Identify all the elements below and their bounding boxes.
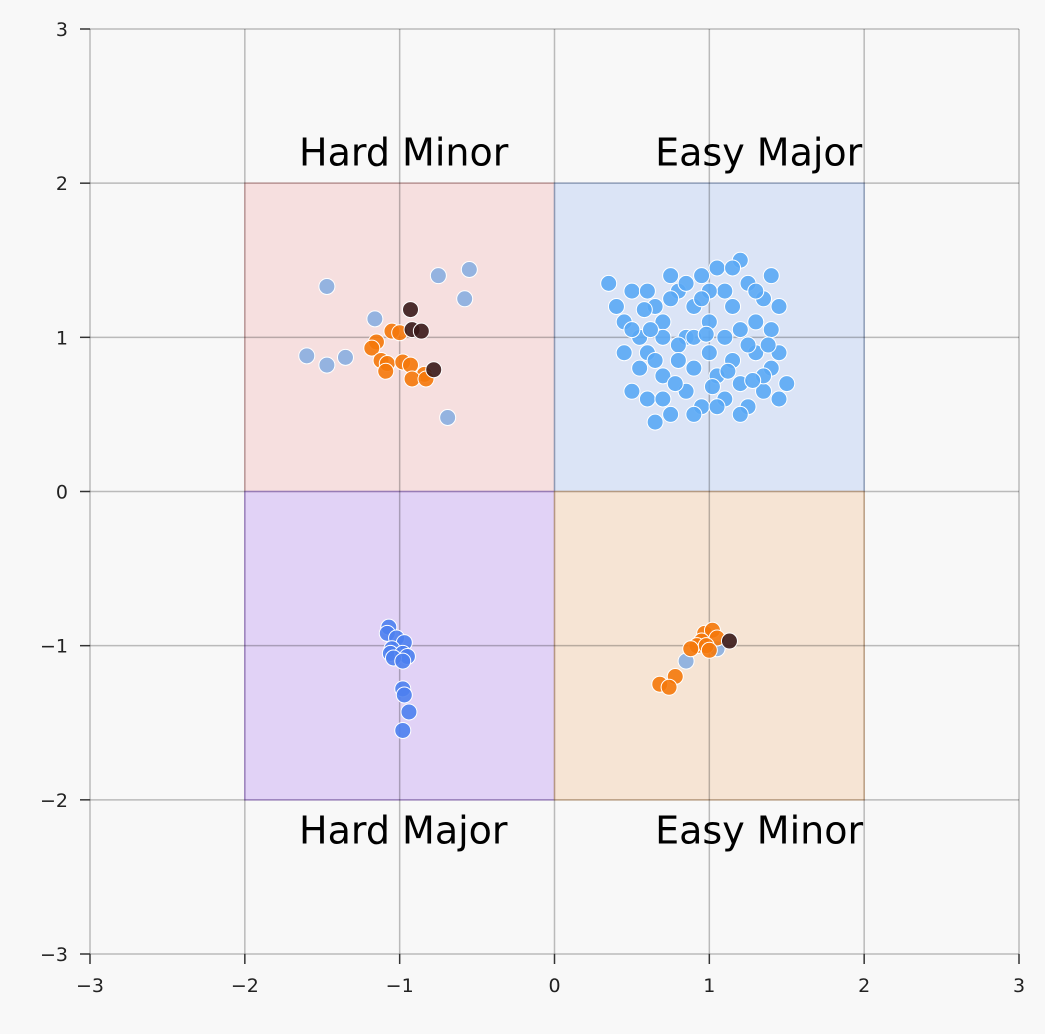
- point-series0-63: [685, 405, 703, 423]
- point-series1-5: [298, 347, 316, 365]
- point-series1-2: [429, 267, 447, 285]
- grid-layer: [89, 28, 1020, 955]
- axes-layer: −3 −2 −1 0 1 2 3 −3 −2 −1 0 1 2 3: [40, 19, 1025, 997]
- y-tick-label-0: −3: [40, 944, 68, 966]
- point-series0-1: [607, 298, 625, 315]
- point-series0-0: [600, 274, 618, 292]
- point-series0-64: [654, 390, 672, 408]
- quadrant-label-1: Easy Major: [655, 130, 863, 174]
- x-tick-label-1: −2: [231, 975, 259, 997]
- point-series0-67: [641, 321, 659, 339]
- point-series0-40: [646, 413, 664, 431]
- point-series0-70: [719, 362, 737, 380]
- point-series0-51: [716, 328, 734, 346]
- point-series0-24: [770, 390, 788, 408]
- y-tick-label-4: 1: [56, 327, 68, 349]
- point-series0-74: [759, 336, 777, 354]
- point-series0-54: [762, 267, 780, 285]
- point-series3-18: [700, 641, 718, 659]
- point-series0-39: [654, 367, 672, 385]
- point-series0-59: [646, 351, 664, 369]
- point-series0-3: [623, 282, 641, 300]
- points-layer: [298, 251, 796, 739]
- point-series0-56: [724, 259, 742, 277]
- point-series0-53: [747, 282, 765, 300]
- point-series1-4: [456, 290, 474, 308]
- x-tick-label-0: −3: [76, 975, 104, 997]
- y-tick-label-2: −1: [40, 636, 68, 658]
- point-series0-33: [700, 344, 718, 362]
- point-series0-55: [739, 336, 757, 354]
- point-series1-6: [318, 356, 336, 374]
- y-tick-label-5: 2: [56, 173, 68, 195]
- point-series0-72: [697, 325, 715, 343]
- point-series0-58: [677, 274, 695, 292]
- x-tick-label-4: 1: [703, 975, 715, 997]
- point-series2-12: [400, 703, 418, 721]
- point-series0-16: [724, 298, 742, 315]
- point-series3-19: [682, 640, 700, 658]
- point-series0-60: [662, 290, 680, 308]
- point-series0-41: [638, 390, 656, 408]
- point-series1-0: [318, 277, 336, 295]
- point-series0-69: [703, 378, 721, 396]
- point-series4-4: [720, 632, 738, 650]
- point-series0-45: [623, 321, 641, 339]
- x-tick-label-3: 0: [548, 975, 560, 997]
- point-series0-19: [747, 313, 765, 331]
- point-series3-8: [377, 362, 395, 380]
- point-series0-71: [744, 372, 762, 389]
- point-series0-44: [615, 344, 633, 362]
- point-series0-37: [669, 336, 687, 354]
- point-series2-11: [395, 686, 413, 704]
- point-series1-7: [336, 348, 354, 366]
- y-tick-label-3: 0: [56, 482, 68, 504]
- point-series0-8: [662, 267, 680, 285]
- point-series0-66: [770, 298, 788, 315]
- point-series1-1: [366, 310, 384, 328]
- point-series0-12: [693, 267, 711, 285]
- point-series1-8: [439, 409, 457, 426]
- point-series0-23: [778, 375, 796, 393]
- point-series0-38: [662, 405, 680, 423]
- point-series0-68: [666, 375, 684, 393]
- y-tick-label-6: 3: [56, 19, 68, 41]
- point-series0-65: [731, 405, 749, 423]
- point-series0-62: [708, 398, 726, 416]
- point-series0-21: [762, 321, 780, 339]
- x-tick-label-6: 3: [1013, 975, 1025, 997]
- point-series2-13: [394, 721, 412, 739]
- x-tick-label-5: 2: [858, 975, 870, 997]
- point-series4-3: [425, 361, 443, 379]
- point-series0-14: [708, 259, 726, 277]
- point-series0-73: [635, 301, 653, 319]
- quadrant-label-0: Hard Minor: [299, 130, 509, 174]
- point-series4-2: [412, 322, 430, 340]
- point-series0-52: [731, 321, 749, 339]
- quadrant-label-3: Easy Minor: [655, 809, 863, 853]
- x-tick-label-2: −1: [386, 975, 414, 997]
- point-series0-43: [623, 382, 641, 400]
- point-series0-35: [685, 359, 703, 377]
- point-series1-3: [460, 261, 478, 278]
- point-series2-9: [394, 652, 412, 670]
- point-series3-22: [660, 678, 678, 696]
- quadrant-labels-layer: Hard Minor Easy Major Hard Major Easy Minor: [299, 130, 863, 852]
- quadrant-label-2: Hard Major: [299, 809, 508, 853]
- point-series3-3: [363, 339, 381, 357]
- point-series0-15: [716, 282, 734, 300]
- point-series0-42: [631, 359, 649, 377]
- point-series0-46: [638, 282, 656, 300]
- point-series0-57: [693, 290, 711, 308]
- point-series4-0: [402, 301, 420, 319]
- point-series0-47: [654, 328, 672, 346]
- point-series0-48: [669, 351, 687, 369]
- y-tick-label-1: −2: [40, 790, 68, 812]
